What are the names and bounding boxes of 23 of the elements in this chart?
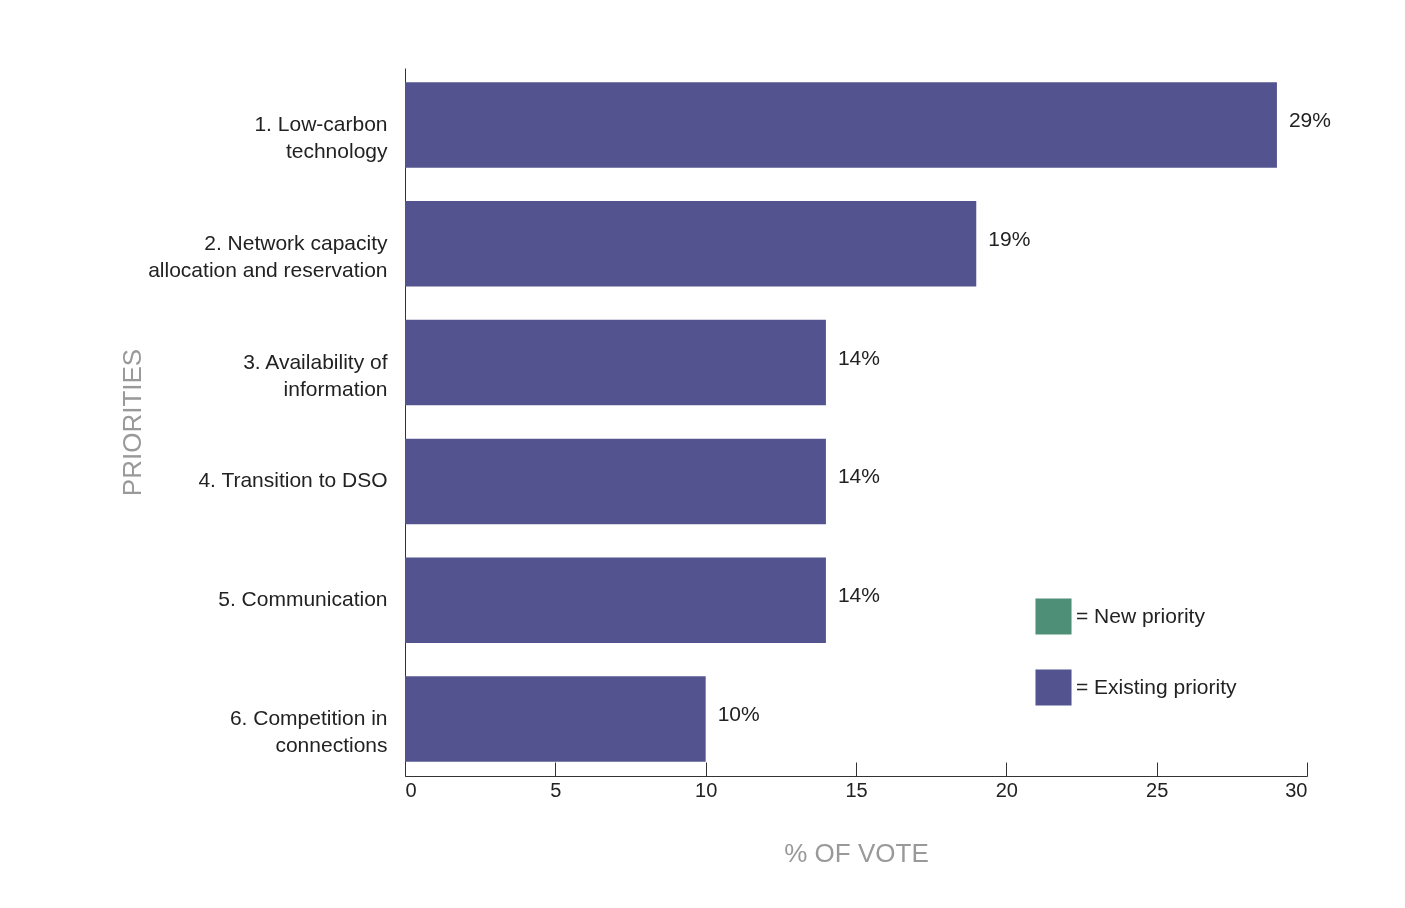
data-label: 14% bbox=[837, 345, 880, 369]
x-tick-label: 20 bbox=[995, 778, 1018, 801]
y-tick-label: 3. Availability of information bbox=[243, 349, 388, 400]
data-label: 14% bbox=[837, 464, 880, 488]
y-tick-label: 6. Competition in connections bbox=[229, 705, 388, 756]
x-tick-label: 0 bbox=[405, 778, 417, 801]
data-label: 10% bbox=[717, 701, 760, 725]
y-tick-label: 4. Transition to DSO bbox=[198, 468, 388, 492]
y-tick-label: 2. Network capacity allocation and reservation bbox=[148, 230, 388, 281]
y-tick-label: 1. Low-carbon technology bbox=[254, 112, 388, 163]
x-axis-title: % OF VOTE bbox=[784, 837, 929, 868]
y-tick-label: 5. Communication bbox=[218, 587, 388, 611]
data-label: 29% bbox=[1288, 108, 1331, 132]
x-tick-label: 30 bbox=[1285, 778, 1308, 801]
data-label: 19% bbox=[988, 226, 1031, 250]
x-tick-label: 25 bbox=[1146, 778, 1169, 801]
x-tick-label: 5 bbox=[550, 778, 562, 801]
y-axis-title: PRIORITIES bbox=[116, 348, 147, 497]
x-tick-label: 10 bbox=[695, 778, 718, 801]
x-tick-label: 15 bbox=[845, 778, 868, 801]
legend-label: = Existing priority bbox=[1076, 674, 1237, 698]
legend-label: = New priority bbox=[1076, 603, 1206, 627]
data-label: 14% bbox=[837, 583, 880, 607]
